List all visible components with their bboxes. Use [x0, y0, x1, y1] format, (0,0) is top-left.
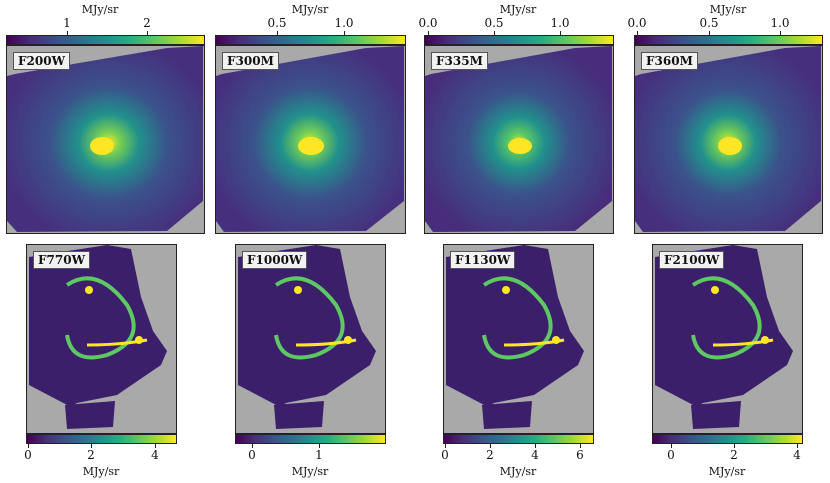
colorbar-unit-label: MJy/sr [709, 3, 747, 16]
colorbar-unit-label: MJy/sr [291, 3, 329, 16]
galaxy-image-f1130w: F1130W [443, 244, 594, 434]
colorbar-tick-label: 1.0 [550, 16, 570, 30]
colorbar-tick [709, 31, 710, 35]
colorbar-tick-label: 1 [315, 448, 323, 462]
colorbar-f2100w [652, 434, 803, 444]
colorbar-f1130w [443, 434, 594, 444]
colorbar-unit-label: MJy/sr [291, 465, 329, 478]
colorbar-f335m [424, 35, 614, 45]
filter-label-f1000w: F1000W [242, 251, 308, 269]
galaxy-image-f360m: F360M [634, 45, 823, 234]
colorbar-tick-label: 0 [441, 448, 449, 462]
galaxy-image-f300m: F300M [215, 45, 406, 234]
colorbar-tick-label: 2 [143, 16, 151, 30]
colorbar-tick [252, 444, 253, 448]
colorbar-tick [637, 31, 638, 35]
colorbar-tick-label: 1.0 [770, 16, 790, 30]
galaxy-image-f200w: F200W [6, 45, 205, 234]
colorbar-tick [671, 444, 672, 448]
colorbar-tick-label: 4 [793, 448, 801, 462]
colorbar-unit-label: MJy/sr [82, 465, 120, 478]
colorbar-tick-label: 0.5 [267, 16, 287, 30]
filter-label-f770w: F770W [33, 251, 91, 269]
colorbar-tick [490, 444, 491, 448]
galaxy-image-f2100w: F2100W [652, 244, 803, 434]
colorbar-tick-label: 1.0 [334, 16, 354, 30]
colorbar-tick [91, 444, 92, 448]
filter-label-f360m: F360M [641, 52, 698, 70]
colorbar-tick-label: 1 [63, 16, 71, 30]
colorbar-tick [28, 444, 29, 448]
colorbar-tick-label: 2 [87, 448, 95, 462]
colorbar-tick-label: 6 [576, 448, 584, 462]
colorbar-tick-label: 0.5 [484, 16, 504, 30]
colorbar-tick-label: 0.0 [418, 16, 438, 30]
colorbar-unit-label: MJy/sr [81, 3, 119, 16]
colorbar-unit-label: MJy/sr [499, 465, 537, 478]
colorbar-tick [428, 31, 429, 35]
colorbar-f770w [26, 434, 177, 444]
colorbar-tick [277, 31, 278, 35]
colorbar-unit-label: MJy/sr [499, 3, 537, 16]
colorbar-tick-label: 0.5 [699, 16, 719, 30]
galaxy-image-f770w: F770W [26, 244, 177, 434]
filter-label-f2100w: F2100W [659, 251, 725, 269]
colorbar-tick [580, 444, 581, 448]
galaxy-image-f335m: F335M [424, 45, 614, 234]
filter-label-f300m: F300M [222, 52, 279, 70]
colorbar-tick [155, 444, 156, 448]
colorbar-tick-label: 2 [730, 448, 738, 462]
colorbar-tick [147, 31, 148, 35]
colorbar-unit-label: MJy/sr [708, 465, 746, 478]
colorbar-tick [67, 31, 68, 35]
colorbar-f1000w [235, 434, 386, 444]
filter-label-f335m: F335M [431, 52, 488, 70]
colorbar-tick [797, 444, 798, 448]
colorbar-tick [445, 444, 446, 448]
colorbar-tick-label: 4 [151, 448, 159, 462]
colorbar-tick [494, 31, 495, 35]
colorbar-tick-label: 4 [531, 448, 539, 462]
colorbar-tick-label: 0.0 [627, 16, 647, 30]
colorbar-tick-label: 0 [24, 448, 32, 462]
colorbar-tick [734, 444, 735, 448]
colorbar-tick-label: 0 [248, 448, 256, 462]
colorbar-tick [344, 31, 345, 35]
colorbar-f360m [634, 35, 823, 45]
colorbar-tick [535, 444, 536, 448]
colorbar-tick-label: 2 [486, 448, 494, 462]
filter-label-f200w: F200W [13, 52, 71, 70]
colorbar-tick-label: 0 [667, 448, 675, 462]
colorbar-tick [780, 31, 781, 35]
galaxy-image-f1000w: F1000W [235, 244, 386, 434]
colorbar-f200w [6, 35, 205, 45]
filter-label-f1130w: F1130W [450, 251, 516, 269]
colorbar-tick [319, 444, 320, 448]
colorbar-f300m [215, 35, 406, 45]
colorbar-tick [560, 31, 561, 35]
